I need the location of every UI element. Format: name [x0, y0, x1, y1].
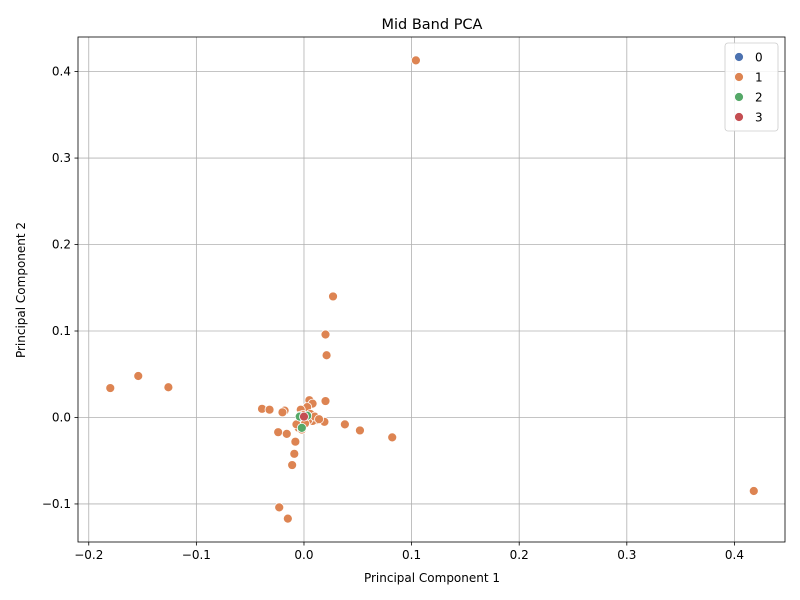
x-tick-label: −0.1	[182, 548, 211, 562]
x-tick-label: 0.2	[510, 548, 529, 562]
point-series-1	[410, 55, 421, 66]
legend-box	[724, 42, 779, 132]
y-axis-ticks: −0.1 0.0 0.1 0.2 0.3 0.4	[42, 65, 78, 511]
legend-marker-2	[734, 92, 744, 102]
point-series-1	[314, 414, 324, 425]
y-tick-label: 0.0	[52, 410, 71, 424]
point-series-1	[290, 436, 301, 447]
legend: 0 1 2 3	[724, 42, 779, 132]
point-series-1	[355, 425, 365, 436]
grid-lines	[78, 37, 785, 542]
point-series-1	[339, 419, 350, 430]
y-tick-label: 0.3	[52, 151, 71, 165]
y-tick-label: 0.4	[52, 65, 71, 79]
y-axis-label: Principal Component 2	[14, 222, 28, 358]
legend-marker-3	[734, 112, 744, 122]
point-series-1	[387, 432, 398, 443]
x-axis-ticks: −0.2 −0.1 0.0 0.1 0.2 0.3 0.4	[74, 542, 744, 562]
point-series-1	[264, 404, 275, 415]
point-series-1	[320, 329, 331, 340]
point-series-1	[328, 291, 338, 302]
point-series-1	[289, 448, 300, 459]
legend-label-2: 2	[755, 91, 763, 105]
x-tick-label: 0.3	[617, 548, 636, 562]
legend-label-0: 0	[755, 51, 763, 65]
point-series-2	[296, 422, 307, 433]
point-series-1	[287, 460, 298, 470]
y-tick-label: 0.2	[52, 238, 71, 252]
point-series-1	[321, 350, 332, 361]
y-tick-label: 0.1	[52, 324, 71, 338]
legend-marker-0	[734, 52, 744, 62]
point-series-1	[282, 513, 293, 524]
x-tick-label: 0.0	[294, 548, 313, 562]
data-points	[105, 55, 759, 524]
x-tick-label: 0.4	[725, 548, 744, 562]
legend-label-3: 3	[755, 111, 763, 125]
y-tick-label: −0.1	[42, 497, 71, 511]
x-axis-label: Principal Component 1	[364, 571, 500, 585]
legend-label-1: 1	[755, 71, 763, 85]
chart-title: Mid Band PCA	[382, 17, 483, 33]
point-series-1	[274, 502, 285, 513]
point-series-1	[320, 396, 331, 406]
point-series-1	[748, 486, 759, 496]
point-series-1	[277, 407, 288, 418]
point-series-3	[299, 411, 309, 422]
x-tick-label: 0.1	[402, 548, 421, 562]
point-series-1	[273, 427, 284, 438]
plot-frame	[77, 36, 786, 543]
legend-marker-1	[734, 72, 744, 82]
point-series-1	[105, 383, 116, 393]
point-series-1	[133, 371, 144, 381]
point-series-1	[163, 382, 174, 393]
point-series-1	[281, 429, 292, 439]
x-tick-label: −0.2	[74, 548, 103, 562]
